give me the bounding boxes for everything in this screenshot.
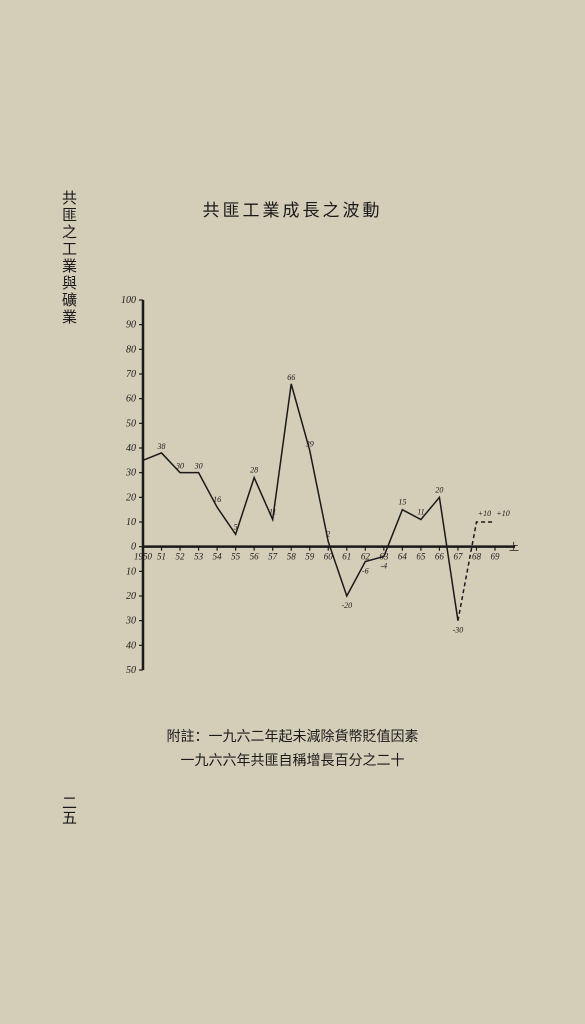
chart: 5040302010010203040506070809010019505152… xyxy=(105,290,520,690)
footnotes: 附註：一九六二年起未減除貨幣貶值因素 一九六六年共匪自稱增長百分之二十 xyxy=(167,726,419,774)
svg-text:20: 20 xyxy=(126,492,136,503)
svg-text:56: 56 xyxy=(250,552,260,562)
svg-text:58: 58 xyxy=(287,552,297,562)
svg-text:38: 38 xyxy=(157,442,166,451)
side-heading: 共匪之工業與礦業 xyxy=(58,190,79,326)
svg-text:11: 11 xyxy=(417,508,424,517)
svg-text:90: 90 xyxy=(126,320,136,331)
svg-text:60: 60 xyxy=(126,394,136,405)
svg-text:30: 30 xyxy=(194,462,203,471)
svg-text:30: 30 xyxy=(125,616,136,627)
svg-text:59: 59 xyxy=(305,552,315,562)
svg-text:28: 28 xyxy=(250,466,258,475)
svg-text:-30: -30 xyxy=(453,626,464,635)
svg-text:39: 39 xyxy=(305,439,314,448)
svg-text:10: 10 xyxy=(126,517,136,528)
svg-text:-20: -20 xyxy=(341,601,352,610)
svg-text:53: 53 xyxy=(194,552,204,562)
svg-text:30: 30 xyxy=(175,462,184,471)
svg-text:16: 16 xyxy=(213,495,221,504)
svg-text:64: 64 xyxy=(398,552,408,562)
svg-text:57: 57 xyxy=(268,552,278,562)
svg-text:-6: -6 xyxy=(362,566,369,575)
svg-text:68: 68 xyxy=(472,552,482,562)
svg-text:40: 40 xyxy=(126,443,136,454)
svg-text:+10: +10 xyxy=(496,509,509,518)
chart-svg: 5040302010010203040506070809010019505152… xyxy=(105,290,520,690)
svg-text:66: 66 xyxy=(287,373,295,382)
svg-text:+10: +10 xyxy=(478,509,491,518)
footnote-line-1: 附註：一九六二年起未減除貨幣貶值因素 xyxy=(167,726,419,750)
page-number: 二五 xyxy=(58,795,79,825)
svg-text:15: 15 xyxy=(398,498,406,507)
svg-text:30: 30 xyxy=(125,468,136,479)
footnote-line-2: 一九六六年共匪自稱增長百分之二十 xyxy=(167,750,419,774)
svg-text:2: 2 xyxy=(326,530,330,539)
svg-text:69: 69 xyxy=(491,552,501,562)
svg-text:66: 66 xyxy=(435,552,445,562)
svg-text:20: 20 xyxy=(126,591,136,602)
svg-text:100: 100 xyxy=(121,295,136,306)
svg-text:50: 50 xyxy=(126,418,136,429)
svg-text:10: 10 xyxy=(126,566,136,577)
svg-text:52: 52 xyxy=(176,552,186,562)
svg-text:-4: -4 xyxy=(381,562,388,571)
svg-text:1950: 1950 xyxy=(134,552,153,562)
svg-text:80: 80 xyxy=(126,344,136,355)
svg-text:40: 40 xyxy=(126,640,136,651)
svg-text:70: 70 xyxy=(126,369,136,380)
svg-text:上: 上 xyxy=(509,542,519,554)
svg-text:61: 61 xyxy=(342,552,351,562)
svg-text:67: 67 xyxy=(453,552,463,562)
svg-text:5: 5 xyxy=(234,522,238,531)
svg-text:20: 20 xyxy=(435,485,443,494)
svg-text:65: 65 xyxy=(416,552,426,562)
svg-text:54: 54 xyxy=(213,552,223,562)
chart-title: 共匪工業成長之波動 xyxy=(203,196,383,221)
page-root: 共匪之工業與礦業 共匪工業成長之波動 50 40 30 20 100 10 20 30 40 50… xyxy=(0,0,585,1024)
svg-text:55: 55 xyxy=(231,552,241,562)
svg-text:11: 11 xyxy=(269,508,276,517)
svg-text:51: 51 xyxy=(157,552,166,562)
svg-text:50: 50 xyxy=(126,665,136,676)
